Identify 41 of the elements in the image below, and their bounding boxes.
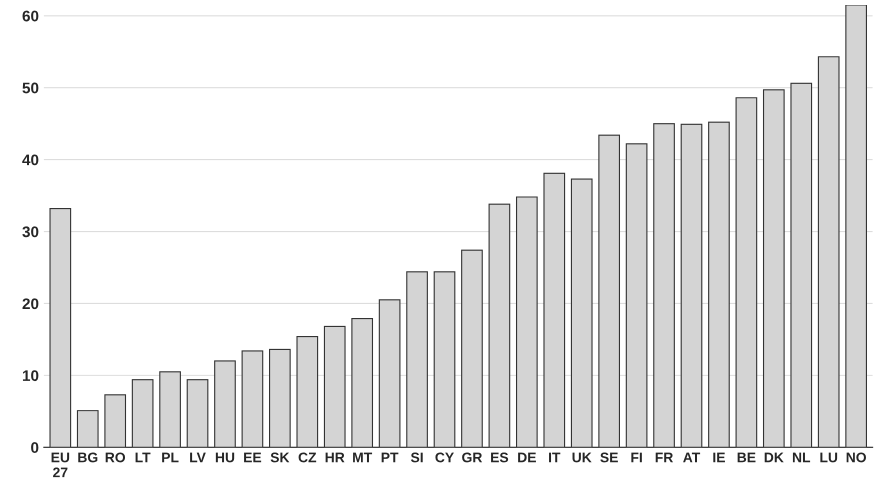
x-tick-label: LV (190, 452, 206, 462)
x-tick-label: SI (410, 452, 423, 462)
x-tick-label: PL (162, 452, 179, 462)
x-tick-label: IE (713, 452, 725, 462)
x-tick-label: CY (435, 452, 454, 462)
x-tick-label: IT (549, 452, 560, 462)
x-tick-label: BE (738, 452, 756, 462)
x-tick-label: EU 27 (52, 452, 70, 478)
bar (132, 379, 154, 448)
x-tick-label: SK (270, 452, 290, 462)
x-tick-label: HR (326, 452, 344, 462)
x-tick-label: UK (572, 452, 592, 462)
x-tick-label: FI (631, 452, 642, 462)
x-tick-label: EE (244, 452, 262, 462)
x-tick-label: NL (792, 452, 810, 462)
x-tick-label: GR (462, 452, 482, 462)
x-tick-label: HU (216, 452, 234, 462)
bar (104, 394, 126, 448)
x-tick-label: BG (78, 452, 98, 462)
x-tick-label: RO (106, 452, 126, 462)
x-tick-label: NO (846, 452, 866, 462)
y-tick-label: 50 (22, 82, 38, 94)
y-tick-label: 10 (22, 370, 38, 382)
x-tick-label: PT (382, 452, 398, 462)
x-tick-label: SE (600, 452, 618, 462)
x-tick-label: LU (820, 452, 838, 462)
x-tick-label: LT (136, 452, 150, 462)
bar (186, 379, 208, 448)
x-tick-label: FR (656, 452, 674, 462)
x-tick-label: AT (683, 452, 700, 462)
y-tick-label: 20 (22, 298, 38, 310)
y-tick-label: 30 (22, 226, 38, 238)
y-tick-label: 40 (22, 154, 38, 166)
x-tick-label: MT (353, 452, 372, 462)
y-tick-label: 60 (22, 10, 38, 22)
y-tick-label: 0 (31, 442, 38, 453)
x-tick-label: CZ (298, 452, 316, 462)
x-tick-label: ES (491, 452, 508, 462)
bar (76, 410, 99, 448)
x-tick-label: DE (518, 452, 536, 462)
x-tick-label: DK (764, 452, 784, 462)
